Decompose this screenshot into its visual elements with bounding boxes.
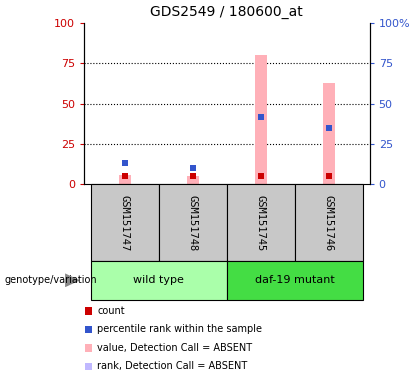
Text: GSM151748: GSM151748 bbox=[188, 195, 198, 251]
Bar bbox=[85, 344, 92, 352]
Bar bbox=[255, 55, 267, 184]
Bar bbox=[91, 261, 227, 300]
Text: GSM151746: GSM151746 bbox=[324, 195, 334, 251]
Bar bbox=[85, 307, 92, 315]
Polygon shape bbox=[65, 273, 80, 287]
Title: GDS2549 / 180600_at: GDS2549 / 180600_at bbox=[150, 5, 303, 19]
Bar bbox=[85, 362, 92, 370]
Text: GSM151747: GSM151747 bbox=[120, 195, 130, 251]
Bar bbox=[119, 175, 131, 184]
Text: count: count bbox=[97, 306, 125, 316]
Text: wild type: wild type bbox=[134, 275, 184, 285]
Bar bbox=[227, 261, 363, 300]
Bar bbox=[323, 83, 335, 184]
Bar bbox=[295, 184, 363, 261]
Bar bbox=[91, 184, 159, 261]
Bar bbox=[186, 176, 199, 184]
Bar bbox=[159, 184, 227, 261]
Text: GSM151745: GSM151745 bbox=[256, 195, 266, 251]
Bar bbox=[85, 326, 92, 333]
Text: value, Detection Call = ABSENT: value, Detection Call = ABSENT bbox=[97, 343, 252, 353]
Text: percentile rank within the sample: percentile rank within the sample bbox=[97, 324, 262, 334]
Text: rank, Detection Call = ABSENT: rank, Detection Call = ABSENT bbox=[97, 361, 248, 371]
Text: genotype/variation: genotype/variation bbox=[4, 275, 97, 285]
Text: daf-19 mutant: daf-19 mutant bbox=[255, 275, 335, 285]
Bar bbox=[227, 184, 295, 261]
